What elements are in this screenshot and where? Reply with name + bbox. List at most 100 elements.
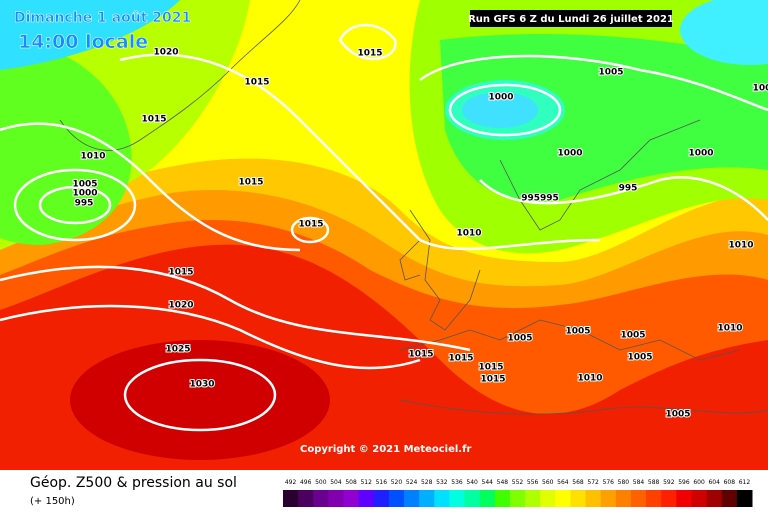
scale-swatch (494, 490, 511, 507)
scale-label: 600 (693, 479, 705, 486)
scale-swatch (646, 490, 662, 507)
scale-label: 588 (648, 479, 660, 486)
scale-swatch (691, 490, 708, 507)
coastlines (59, 0, 768, 415)
scale-swatch (479, 490, 496, 507)
scale-swatch (434, 490, 450, 507)
scale-label: 556 (527, 479, 539, 486)
scale-label: 572 (587, 479, 599, 486)
isobar-label: 1030 (189, 380, 214, 390)
isobar-label: 1005 (507, 334, 532, 344)
isobar-label: 1000 (72, 189, 97, 199)
scale-label: 492 (285, 479, 297, 486)
scale-swatch (630, 490, 647, 507)
scale-swatch (555, 490, 571, 507)
isobar-label: 1005 (627, 353, 652, 363)
isobar-label: 1015 (448, 354, 473, 364)
isobar-label: 1005 (565, 327, 590, 337)
scale-swatch (676, 490, 692, 507)
isobar-label: 1015 (244, 78, 269, 88)
isobar-label: 1010 (577, 374, 602, 384)
scale-swatch (509, 490, 526, 507)
scale-label: 528 (421, 479, 433, 486)
isobar-label: 1010 (717, 324, 742, 334)
isobar-label: 1015 (478, 363, 503, 373)
scale-label: 568 (572, 479, 584, 486)
scale-swatch (570, 490, 587, 507)
scale-label: 604 (708, 479, 720, 486)
scale-swatch (283, 490, 299, 507)
isobars (0, 23, 768, 432)
scale-swatch (298, 490, 314, 507)
scale-label: 560 (542, 479, 554, 486)
isobar-label: 1015 (238, 178, 263, 188)
copyright: Copyright © 2021 Meteociel.fr (300, 444, 471, 455)
isobar-label: 995 (619, 184, 638, 194)
isobar-label: 995 (75, 199, 94, 209)
scale-swatch (721, 490, 738, 507)
isobar-label: 1010 (456, 229, 481, 239)
scale-label: 592 (663, 479, 675, 486)
footer-title: Géop. Z500 & pression au sol (30, 475, 237, 491)
scale-label: 552 (512, 479, 524, 486)
scale-label: 540 (466, 479, 478, 486)
time: 14:00 locale (18, 31, 148, 53)
scale-label: 596 (678, 479, 690, 486)
isobar-label: 1000 (488, 93, 513, 103)
scale-swatch (585, 490, 602, 507)
scale-label: 500 (315, 479, 327, 486)
scale-swatch (706, 490, 723, 507)
scale-swatch (464, 490, 481, 507)
scale-swatch (328, 490, 345, 507)
isobar-label: 1015 (298, 220, 323, 230)
isobar-label: 1015 (357, 49, 382, 59)
isobar-label: 1005 (620, 331, 645, 341)
field (0, 0, 768, 470)
scale-label: 512 (360, 479, 372, 486)
scale-label: 564 (557, 479, 569, 486)
isobar-label: 1015 (480, 375, 505, 385)
isobar-label: 1005 (72, 180, 97, 190)
scale-label: 524 (406, 479, 418, 486)
date: Dimanche 1 août 2021 (14, 10, 191, 26)
scale-swatch (419, 490, 435, 507)
scale-label: 612 (739, 479, 751, 486)
scale-swatch (388, 490, 405, 507)
scale-label: 544 (482, 479, 494, 486)
scale-swatch (736, 490, 753, 507)
scale-swatch (373, 490, 390, 507)
scale-swatch (313, 490, 329, 507)
scale-label: 516 (376, 479, 388, 486)
scale-label: 532 (436, 479, 448, 486)
scale-swatch (615, 490, 632, 507)
scale-swatch (661, 490, 677, 507)
scale-swatch (449, 490, 466, 507)
isobar-label: 1020 (168, 301, 193, 311)
scale-swatch (525, 490, 541, 507)
isobar-label: 1005 (665, 410, 690, 420)
scale-swatch (358, 490, 375, 507)
isobar-label: 100 (753, 84, 768, 94)
scale-label: 584 (633, 479, 645, 486)
scale-label: 508 (345, 479, 357, 486)
isobar-label: 1025 (165, 345, 190, 355)
isobar-label: 1015 (141, 115, 166, 125)
isobar-label: 1020 (153, 48, 178, 58)
isobar-label: 1015 (408, 350, 433, 360)
isobar-label: 1010 (728, 241, 753, 251)
scale-label: 504 (330, 479, 342, 486)
footer-lead: (+ 150h) (30, 496, 75, 507)
scale-swatch (600, 490, 617, 507)
scale-label: 580 (618, 479, 630, 486)
scale-swatch (343, 490, 360, 507)
header: Dimanche 1 août 2021 14:00 locale Run GF… (14, 10, 674, 54)
scale-swatch (404, 490, 420, 507)
run: Run GFS 6 Z du Lundi 26 juillet 2021 (468, 14, 674, 25)
scale-label: 496 (300, 479, 312, 486)
scale-label: 608 (724, 479, 736, 486)
scale-label: 520 (391, 479, 403, 486)
isobar-label: 1010 (80, 152, 105, 162)
isobar-label: 1000 (557, 149, 582, 159)
run-box (470, 10, 672, 27)
